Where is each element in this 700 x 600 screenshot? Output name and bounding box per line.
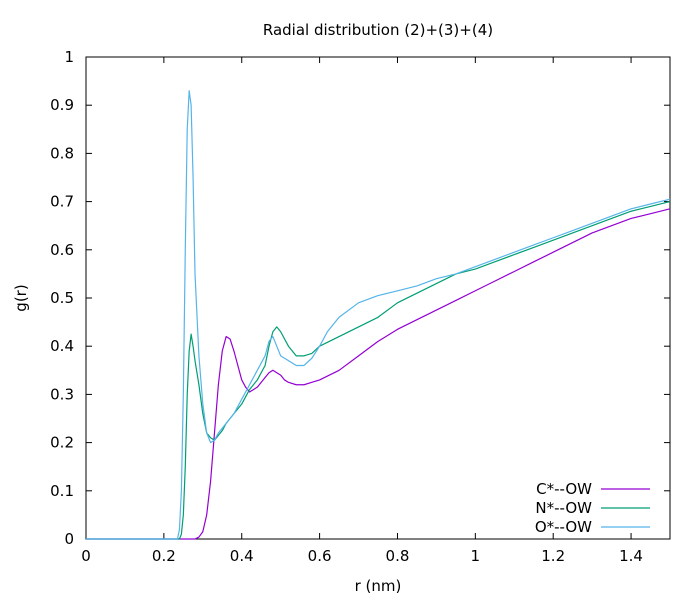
series-line-3 (86, 90, 671, 540)
x-tick-label: 1 (471, 547, 481, 565)
y-axis: 0 0.1 0.2 0.3 0.4 0.5 0.6 0.7 0.8 0.9 1 (50, 48, 670, 548)
y-tick-label: 0.7 (50, 193, 74, 211)
y-tick-label: 0 (64, 530, 74, 548)
x-tick-label: 1.4 (619, 547, 643, 565)
series-line-1 (86, 208, 671, 540)
chart-title: Radial distribution (2)+(3)+(4) (263, 21, 493, 39)
series-line-2 (86, 201, 671, 540)
legend-label: O*--OW (535, 518, 592, 536)
x-tick-label: 0.2 (152, 547, 176, 565)
y-tick-label: 0.9 (50, 96, 74, 114)
x-tick-label: 0 (81, 547, 91, 565)
y-axis-label: g(r) (12, 284, 30, 311)
legend-label: N*--OW (535, 499, 592, 517)
x-tick-label: 0.6 (308, 547, 332, 565)
x-axis-label: r (nm) (355, 577, 402, 595)
series-layer (86, 90, 671, 540)
y-tick-label: 0.6 (50, 241, 74, 259)
y-tick-label: 1 (64, 48, 74, 66)
legend: C*--OWN*--OWO*--OW (535, 480, 650, 536)
y-tick-label: 0.1 (50, 482, 74, 500)
y-tick-label: 0.5 (50, 289, 74, 307)
y-tick-label: 0.4 (50, 337, 74, 355)
plot-frame (85, 56, 671, 540)
y-tick-label: 0.8 (50, 144, 74, 162)
x-axis: 0 0.2 0.4 0.6 0.8 1 1.2 1.4 (81, 57, 643, 565)
x-tick-label: 0.4 (230, 547, 254, 565)
y-tick-label: 0.2 (50, 434, 74, 452)
y-tick-label: 0.3 (50, 385, 74, 403)
x-tick-label: 0.8 (386, 547, 410, 565)
x-tick-label: 1.2 (541, 547, 565, 565)
legend-label: C*--OW (536, 480, 592, 498)
